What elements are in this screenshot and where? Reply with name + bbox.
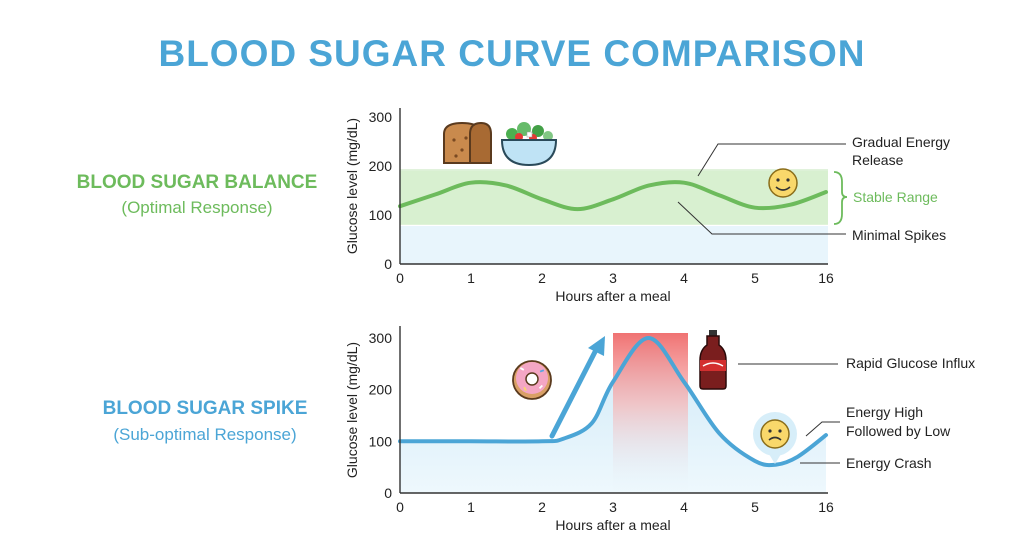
y-tick-label: 200 — [369, 382, 393, 398]
gradual-energy-line2: Release — [852, 152, 904, 168]
minimal-leader — [677, 201, 846, 235]
bread-icon — [443, 121, 492, 164]
minimal-spikes-label: Minimal Spikes — [852, 227, 946, 243]
x-tick-label: 1 — [467, 270, 475, 286]
y-ticks-2: 0 100 200 300 — [369, 330, 393, 501]
x-tick-label: 16 — [818, 270, 834, 286]
x-tick-label: 3 — [609, 499, 617, 515]
sad-face-icon — [753, 412, 797, 464]
x-tick-label: 1 — [467, 499, 475, 515]
y-tick-label: 300 — [369, 330, 393, 346]
balance-series-line — [398, 180, 828, 212]
rapid-influx-label: Rapid Glucose Influx — [846, 355, 975, 371]
spike-heading: BLOOD SUGAR SPIKE — [103, 398, 308, 419]
stable-range-label: Stable Range — [853, 189, 938, 205]
x-ticks-2: 0 1 2 3 4 5 16 — [396, 499, 834, 515]
balance-chart: 0 100 200 300 0 1 2 3 4 5 16 Hours after a meal G… — [344, 108, 834, 304]
y-tick-label: 0 — [384, 256, 392, 272]
x-axis-title-2: Hours after a meal — [555, 517, 670, 533]
x-tick-label: 3 — [609, 270, 617, 286]
peak-highlight-band — [613, 333, 688, 493]
y-ticks-1: 0 100 200 300 — [369, 109, 393, 272]
x-ticks-1: 0 1 2 3 4 5 16 — [396, 270, 834, 286]
y-axis-title-2: Glucose level (mg/dL) — [344, 342, 360, 478]
energy-high-line1: Energy High — [846, 404, 923, 420]
x-tick-label: 2 — [538, 499, 546, 515]
x-tick-label: 16 — [818, 499, 834, 515]
x-axis-title-1: Hours after a meal — [555, 288, 670, 304]
high-low-leader — [805, 421, 840, 437]
lower-blue-zone — [400, 226, 828, 264]
spike-chart: 0 100 200 300 0 1 2 3 4 5 16 Hours after a meal G… — [344, 326, 834, 533]
soda-bottle-icon — [699, 330, 727, 390]
x-tick-label: 5 — [751, 499, 759, 515]
y-tick-label: 300 — [369, 109, 393, 125]
stable-range-brace — [833, 171, 848, 225]
spike-subheading: (Sub-optimal Response) — [113, 425, 296, 444]
x-tick-label: 4 — [680, 499, 688, 515]
y-tick-label: 100 — [369, 433, 393, 449]
energy-crash-label: Energy Crash — [846, 455, 932, 471]
up-arrow-icon — [549, 336, 605, 439]
salad-bowl-icon — [500, 122, 558, 167]
x-tick-label: 5 — [751, 270, 759, 286]
smiley-face-icon — [768, 168, 798, 198]
x-tick-label: 2 — [538, 270, 546, 286]
gradual-energy-line1: Gradual Energy — [852, 134, 950, 150]
x-tick-label: 0 — [396, 270, 404, 286]
y-tick-label: 100 — [369, 207, 393, 223]
y-tick-label: 0 — [384, 485, 392, 501]
balance-subheading: (Optimal Response) — [121, 198, 272, 217]
y-tick-label: 200 — [369, 158, 393, 174]
balance-heading: BLOOD SUGAR BALANCE — [77, 172, 318, 193]
energy-high-line2: Followed by Low — [846, 423, 951, 439]
y-axis-title-1: Glucose level (mg/dL) — [344, 118, 360, 254]
page-title: BLOOD SUGAR CURVE COMPARISON — [158, 33, 865, 74]
gradual-leader — [697, 143, 846, 177]
spike-series-line — [398, 335, 828, 468]
donut-icon — [512, 360, 552, 400]
x-tick-label: 4 — [680, 270, 688, 286]
x-tick-label: 0 — [396, 499, 404, 515]
